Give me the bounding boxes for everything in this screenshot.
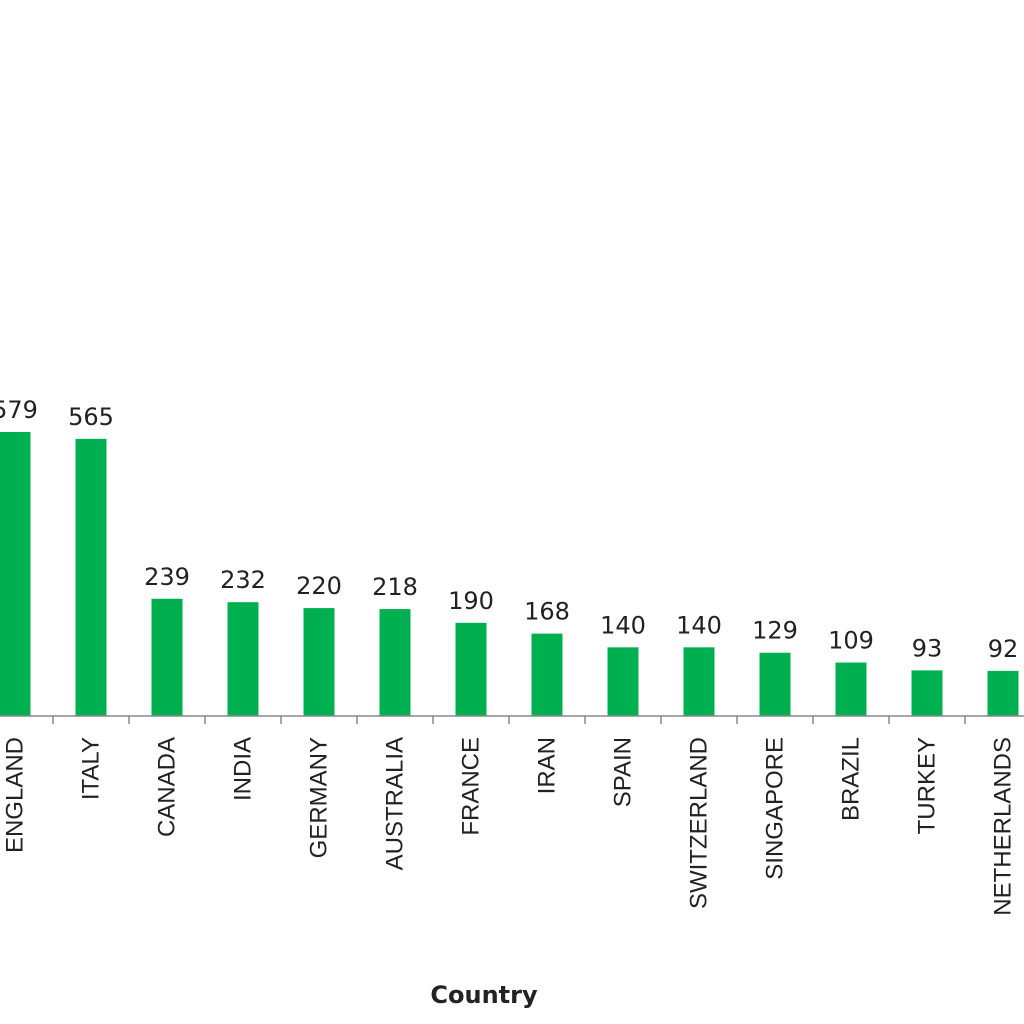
category-label-singapore: SINGAPORE xyxy=(762,737,789,880)
x-axis-title: Country xyxy=(430,981,538,1009)
value-label-singapore: 129 xyxy=(752,617,798,645)
category-label-netherlands: NETHERLANDS xyxy=(990,737,1017,916)
value-labels-group: 579 565 239 232 220 218 190 168 140 140 129 109 93 92 xyxy=(0,396,1018,663)
bar-germany xyxy=(303,608,335,716)
value-label-brazil: 109 xyxy=(828,627,874,655)
category-label-england: ENGLAND xyxy=(2,737,29,853)
value-label-italy: 565 xyxy=(68,403,114,431)
bar-spain xyxy=(607,647,639,716)
value-label-canada: 239 xyxy=(144,563,190,591)
bar-switzerland xyxy=(683,647,715,716)
value-label-england: 579 xyxy=(0,396,38,424)
category-labels-group: ENGLAND ITALY CANADA INDIA GERMANY AUSTRALIA F… xyxy=(2,737,1017,916)
bar-turkey xyxy=(911,670,943,716)
category-label-france: FRANCE xyxy=(458,737,485,836)
bar-singapore xyxy=(759,652,791,716)
bar-canada xyxy=(151,598,183,716)
x-axis xyxy=(0,715,1024,724)
bar-italy xyxy=(75,438,107,716)
bar-netherlands xyxy=(987,670,1019,716)
bar-france xyxy=(455,622,487,716)
bar-england xyxy=(0,432,31,716)
value-label-france: 190 xyxy=(448,587,494,615)
bar-india xyxy=(227,602,259,716)
bar-iran xyxy=(531,633,563,716)
value-label-india: 232 xyxy=(220,566,266,594)
category-label-canada: CANADA xyxy=(154,737,181,837)
category-label-brazil: BRAZIL xyxy=(838,737,865,821)
category-label-india: INDIA xyxy=(230,737,257,801)
category-label-australia: AUSTRALIA xyxy=(382,737,409,870)
category-label-spain: SPAIN xyxy=(610,737,637,807)
value-label-iran: 168 xyxy=(524,598,570,626)
bar-brazil xyxy=(835,662,867,716)
category-label-iran: IRAN xyxy=(534,737,561,794)
category-label-germany: GERMANY xyxy=(306,737,333,858)
value-label-germany: 220 xyxy=(296,572,342,600)
category-label-turkey: TURKEY xyxy=(914,737,941,834)
category-label-italy: ITALY xyxy=(78,737,105,800)
value-label-spain: 140 xyxy=(600,611,646,639)
bar-australia xyxy=(379,609,411,716)
value-label-australia: 218 xyxy=(372,573,418,601)
value-label-netherlands: 92 xyxy=(988,635,1019,663)
value-label-turkey: 93 xyxy=(912,634,943,662)
bars-group xyxy=(0,432,1019,716)
value-label-switzerland: 140 xyxy=(676,611,722,639)
category-label-switzerland: SWITZERLAND xyxy=(686,737,713,909)
